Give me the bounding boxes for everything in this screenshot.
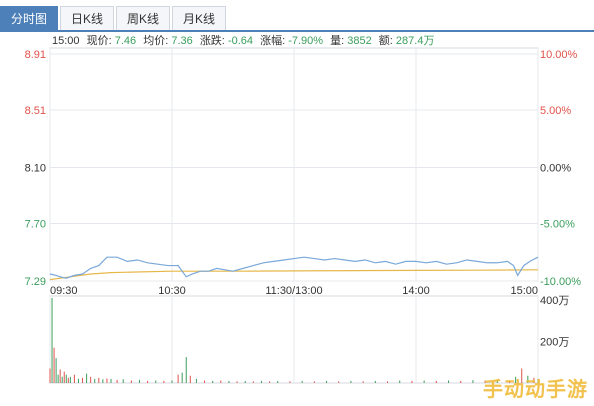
info-time: 15:00	[52, 35, 80, 47]
y-tick-label: 7.29	[25, 276, 46, 288]
info-price-value: 7.46	[115, 35, 136, 47]
tab-underline	[0, 30, 594, 32]
pct-tick-label: 0.00%	[540, 163, 571, 175]
info-pct-value: -7.90%	[288, 35, 323, 47]
info-pct-label: 涨幅:	[260, 34, 285, 47]
x-tick-label: 15:00	[510, 285, 538, 297]
x-tick-label: 09:30	[50, 285, 78, 297]
info-vol-value: 3852	[347, 35, 371, 47]
y-tick-label: 7.70	[25, 219, 46, 231]
pct-tick-label: 10.00%	[540, 49, 578, 61]
pct-tick-label: -10.00%	[540, 276, 581, 288]
volume-tick-label: 200万	[540, 337, 569, 349]
info-vol-label: 量:	[330, 34, 344, 47]
chart-tabs: 分时图 日K线 周K线 月K线	[0, 6, 228, 30]
y-tick-label: 8.10	[25, 163, 46, 175]
tab-weekly-k[interactable]: 周K线	[116, 6, 171, 30]
tab-monthly-k[interactable]: 月K线	[172, 6, 227, 30]
info-amt-label: 额:	[379, 34, 393, 47]
y-tick-label: 8.91	[25, 49, 46, 61]
y-tick-label: 8.51	[25, 105, 46, 117]
x-tick-label: 11:30/13:00	[265, 285, 322, 297]
site-watermark: 手动动手游	[483, 379, 588, 401]
info-price-label: 现价:	[87, 34, 112, 47]
chart-grid	[49, 47, 539, 384]
axis-labels-layer: 8.91 8.51 8.10 7.70 7.29 10.00% 5.00% 0.00% -5.0…	[25, 49, 582, 349]
pct-tick-label: -5.00%	[540, 219, 575, 231]
tab-daily-k[interactable]: 日K线	[60, 6, 115, 30]
info-avg-label: 均价:	[143, 34, 168, 47]
x-tick-label: 10:30	[158, 285, 186, 297]
price-line-layer	[49, 256, 539, 279]
tab-intraday[interactable]: 分时图	[0, 6, 59, 30]
info-bar: 15:00 现价: 7.46 均价: 7.36 涨跌: -0.64 涨幅: -7…	[52, 33, 434, 47]
volume-bars-layer	[49, 297, 539, 383]
info-change-value: -0.64	[228, 35, 253, 47]
pct-tick-label: 5.00%	[540, 105, 571, 117]
x-tick-label: 14:00	[402, 285, 430, 297]
info-change-label: 涨跌:	[200, 33, 225, 47]
info-amt-value: 287.4万	[396, 35, 435, 47]
info-avg-value: 7.36	[171, 35, 192, 47]
volume-tick-label: 400万	[540, 295, 569, 307]
price-line	[49, 256, 539, 279]
